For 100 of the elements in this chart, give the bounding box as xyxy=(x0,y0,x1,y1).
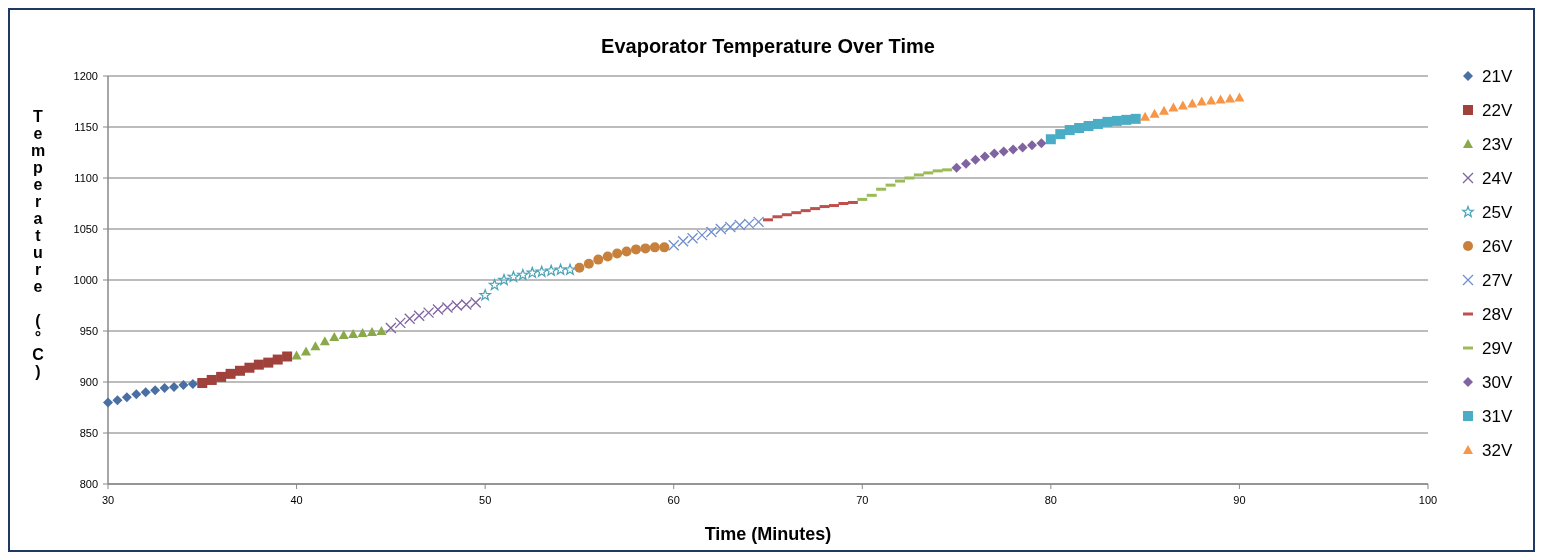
x-tick-label: 90 xyxy=(1233,494,1246,506)
point xyxy=(187,379,198,390)
point xyxy=(659,242,670,253)
point xyxy=(649,242,660,253)
point xyxy=(554,263,567,275)
y-tick-label: 1150 xyxy=(74,120,98,133)
x-tick-label: 60 xyxy=(667,494,680,506)
point xyxy=(998,146,1009,157)
point xyxy=(1036,138,1047,149)
x-tick-label: 40 xyxy=(290,494,303,506)
point xyxy=(376,326,387,335)
x-tick-label: 100 xyxy=(1418,494,1438,506)
point xyxy=(526,266,539,278)
point xyxy=(178,380,189,391)
point xyxy=(979,151,990,162)
point xyxy=(1121,114,1132,125)
point xyxy=(951,162,962,173)
point xyxy=(961,158,971,169)
x-tick-label: 50 xyxy=(479,494,492,506)
legend-label: 30V xyxy=(1482,372,1513,392)
point xyxy=(1196,96,1207,106)
y-tick-label: 800 xyxy=(79,477,98,490)
point xyxy=(216,371,227,382)
point xyxy=(1187,98,1198,108)
point xyxy=(602,251,613,262)
y-tick-label: 850 xyxy=(79,426,98,439)
point xyxy=(263,357,274,368)
x-tick-label: 30 xyxy=(101,494,115,506)
legend-label: 29V xyxy=(1482,338,1513,358)
point xyxy=(159,383,170,394)
point xyxy=(970,154,981,165)
point xyxy=(310,341,321,351)
y-tick-label: 1100 xyxy=(74,171,98,184)
legend-label: 23V xyxy=(1482,134,1513,154)
legend-label: 32V xyxy=(1482,440,1513,460)
point xyxy=(640,243,651,254)
point xyxy=(253,359,264,370)
point xyxy=(169,382,179,393)
y-tick-label: 1000 xyxy=(73,273,98,286)
point xyxy=(112,395,123,406)
x-tick-label: 80 xyxy=(1044,494,1057,506)
point xyxy=(103,397,113,408)
point xyxy=(593,254,604,265)
point xyxy=(668,239,680,251)
point xyxy=(1140,111,1151,121)
legend-label: 25V xyxy=(1482,202,1513,222)
legend-label: 26V xyxy=(1482,236,1513,256)
point xyxy=(989,148,1000,159)
point xyxy=(357,328,368,338)
y-tick-label: 1200 xyxy=(73,69,98,82)
legend-label: 22V xyxy=(1482,100,1513,120)
point xyxy=(631,244,641,255)
point xyxy=(367,327,377,337)
point xyxy=(131,389,142,400)
point xyxy=(517,268,529,280)
point xyxy=(150,385,161,396)
point xyxy=(319,336,330,346)
point xyxy=(583,258,594,269)
point xyxy=(121,392,132,403)
point xyxy=(488,279,501,291)
y-tick-label: 900 xyxy=(79,375,98,388)
point xyxy=(329,332,340,342)
point xyxy=(338,330,349,340)
point xyxy=(301,346,311,356)
legend-label: 28V xyxy=(1482,304,1513,324)
y-axis-title: Temperature (°C) xyxy=(29,108,47,380)
point xyxy=(1074,123,1085,134)
point xyxy=(479,289,491,301)
point xyxy=(507,270,520,282)
point xyxy=(1027,140,1037,151)
y-tick-label: 950 xyxy=(79,324,98,337)
point xyxy=(1149,108,1160,118)
point xyxy=(1055,129,1066,140)
point xyxy=(574,262,585,273)
point xyxy=(1064,125,1075,136)
point xyxy=(1177,100,1188,110)
point xyxy=(282,351,293,362)
point xyxy=(535,265,548,277)
point xyxy=(1111,115,1122,126)
x-tick-label: 70 xyxy=(856,494,869,506)
y-tick-label: 1050 xyxy=(73,222,98,235)
point xyxy=(1130,113,1141,124)
point xyxy=(206,374,217,385)
point xyxy=(545,264,557,276)
point xyxy=(1008,144,1019,155)
legend-label: 21V xyxy=(1482,66,1513,86)
chart-title: Evaporator Temperature Over Time xyxy=(601,35,935,57)
legend-label: 27V xyxy=(1482,270,1513,290)
point xyxy=(385,322,397,334)
point xyxy=(140,387,151,398)
point xyxy=(1045,134,1056,145)
point xyxy=(498,273,510,286)
point xyxy=(197,378,208,389)
legend-label: 31V xyxy=(1482,406,1513,426)
point xyxy=(564,263,576,275)
point xyxy=(1234,92,1245,102)
point xyxy=(1017,142,1028,153)
point xyxy=(612,248,623,259)
point xyxy=(621,246,632,257)
point xyxy=(348,329,359,339)
